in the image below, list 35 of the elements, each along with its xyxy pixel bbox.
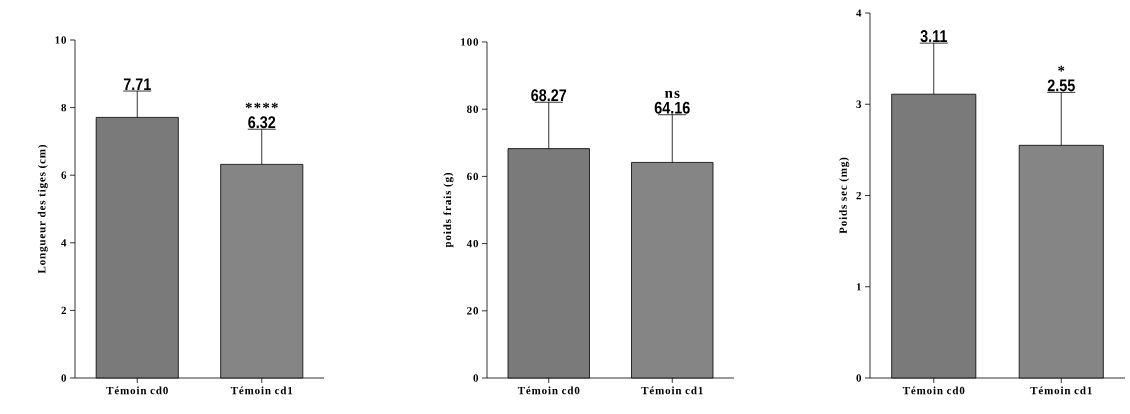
data-label: 7.71: [123, 78, 151, 91]
annotation: ****: [245, 102, 278, 109]
y-axis-title: poids frais (g): [443, 172, 454, 248]
x-tick-label: Témoin cd0: [106, 386, 168, 395]
y-tick-label: 40: [466, 239, 479, 248]
data-label: 3.11: [920, 30, 947, 43]
data-label: 68.27: [531, 89, 567, 102]
y-tick-label: 1: [856, 283, 861, 291]
x-tick-label: Témoin cd0: [902, 386, 965, 395]
x-tick-label: Témoin cd1: [230, 386, 293, 395]
y-tick-label: 4: [61, 239, 67, 247]
y-tick-label: 0: [856, 374, 862, 382]
y-tick-label: 6: [61, 171, 67, 179]
data-label: 2.55: [1047, 79, 1075, 92]
x-tick-label: Témoin cd0: [517, 386, 580, 395]
y-tick-label: 2: [61, 306, 66, 315]
data-label: 6.32: [248, 116, 276, 129]
y-axis-title: Poids sec (mg): [839, 157, 850, 234]
y-axis-title: Longueur des tiges (cm): [37, 145, 48, 274]
x-tick-label: Témoin cd1: [641, 386, 703, 395]
y-tick-label: 60: [467, 172, 479, 181]
y-tick-label: 4: [856, 9, 862, 17]
data-label: 64.16: [654, 101, 690, 114]
y-tick-label: 20: [467, 307, 479, 315]
y-tick-label: 0: [61, 374, 67, 382]
y-tick-label: 2: [856, 191, 862, 200]
annotation: *: [1058, 65, 1065, 72]
x-tick-label: Témoin cd1: [1030, 386, 1092, 395]
y-tick-label: 0: [473, 374, 479, 382]
y-tick-label: 8: [61, 103, 67, 112]
y-tick-label: 80: [467, 105, 479, 113]
y-tick-label: 100: [461, 38, 479, 46]
y-tick-label: 3: [856, 100, 862, 108]
annotation: ns: [665, 90, 680, 99]
y-tick-label: 10: [55, 36, 67, 44]
